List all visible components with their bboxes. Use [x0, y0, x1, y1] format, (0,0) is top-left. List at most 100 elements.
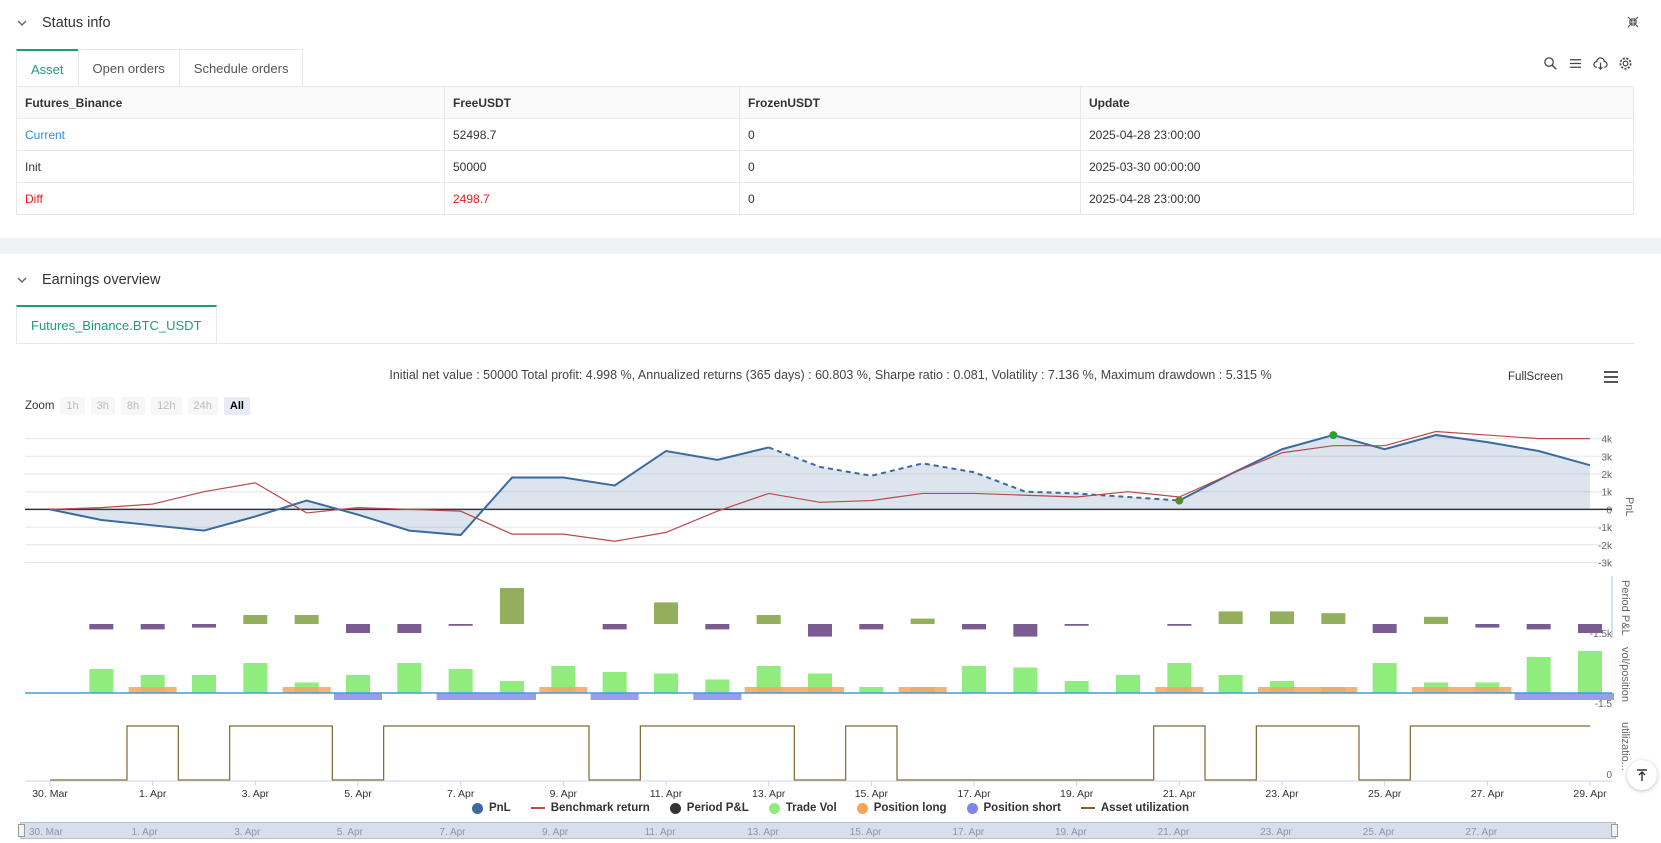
zoom-label: Zoom [25, 400, 55, 412]
legend-pnl[interactable]: PnL [471, 802, 511, 814]
chevron-down-icon[interactable] [16, 274, 28, 286]
navigator-handle-left[interactable] [18, 824, 25, 837]
search-icon[interactable] [1543, 56, 1558, 71]
period-pnl-bar [602, 624, 627, 630]
col-exchange: Futures_Binance [16, 86, 445, 119]
zoom-all[interactable]: All [223, 397, 250, 415]
period-pnl-bar [294, 615, 319, 624]
x-tick-label: 13. Apr [752, 788, 786, 800]
legend-period-pnl[interactable]: Period P&L [669, 802, 749, 814]
trade-vol-bar [1372, 663, 1397, 693]
navigator-tick-label: 19. Apr [1055, 827, 1087, 838]
x-tick-label: 27. Apr [1471, 788, 1505, 800]
period-axis-label: Period P&L [1619, 580, 1631, 636]
period-pnl-bar [140, 624, 165, 630]
tab-schedule-orders[interactable]: Schedule orders [178, 49, 304, 87]
collapse-icon[interactable] [1627, 16, 1639, 28]
range-navigator[interactable]: 30. Mar 1. Apr 3. Apr 5. Apr 7. Apr 9. Apr 11.… [18, 822, 1618, 839]
zoom-8h[interactable]: 8h [120, 397, 146, 415]
tab-asset[interactable]: Asset [16, 49, 79, 87]
x-tick-label: 11. Apr [650, 788, 683, 800]
x-tick-label: 19. Apr [1060, 788, 1094, 800]
period-pnl-bar [1578, 624, 1602, 633]
status-panel: Status info Asset Open orders Schedule o… [0, 0, 1661, 238]
trade-vol-bar [1526, 657, 1551, 693]
navigator-tick-label: 3. Apr [234, 827, 261, 838]
status-header[interactable]: Status info [16, 15, 111, 31]
cloud-download-icon[interactable] [1593, 56, 1608, 71]
x-tick-label: 5. Apr [344, 788, 372, 800]
max-point-marker [1329, 431, 1338, 440]
earnings-chart[interactable]: 4k 3k 2k 1k 0 -1k -2k -3k PnL -1.5k Period P&L -1.5… [0, 420, 1661, 800]
trade-vol-bar [1218, 675, 1243, 693]
navigator-tick-label: 11. Apr [645, 827, 677, 838]
x-tick-label: 17. Apr [957, 788, 991, 800]
pnl-tick-label: -3k [1598, 558, 1613, 569]
legend-position-long[interactable]: Position long [856, 802, 947, 814]
table-header-row: Futures_Binance FreeUSDT FrozenUSDT Upda… [16, 86, 1634, 119]
period-pnl-bar [500, 588, 524, 624]
table-row: Current 52498.7 0 2025-04-28 23:00:00 [16, 118, 1634, 151]
zoom-1h[interactable]: 1h [60, 397, 85, 415]
trade-vol-bar [654, 673, 678, 693]
period-pnl-bar [1167, 624, 1192, 626]
table-tools [1543, 56, 1633, 71]
navigator-tick-label: 5. Apr [337, 827, 364, 838]
tab-open-orders[interactable]: Open orders [77, 49, 180, 87]
tab-btc-usdt[interactable]: Futures_Binance.BTC_USDT [16, 305, 217, 343]
fullscreen-button[interactable]: FullScreen [1508, 371, 1563, 383]
cell: 2498.7 [444, 182, 740, 215]
cell: 52498.7 [444, 118, 740, 151]
table-row: Init 50000 0 2025-03-30 00:00:00 [16, 150, 1634, 183]
period-pnl-bar [1321, 613, 1346, 624]
vol-tick-label: -1.5 [1595, 699, 1613, 710]
list-icon[interactable] [1568, 56, 1583, 71]
period-pnl-bar [346, 624, 370, 633]
legend-position-short[interactable]: Position short [966, 802, 1061, 814]
zoom-24h[interactable]: 24h [187, 397, 218, 415]
chevron-down-icon[interactable] [16, 17, 28, 29]
pnl-line [1178, 434, 1591, 502]
performance-summary: Initial net value : 50000 Total profit: … [389, 368, 1272, 382]
menu-icon[interactable] [1603, 370, 1619, 384]
cell: 0 [739, 150, 1081, 183]
period-pnl-bar [243, 615, 268, 624]
x-tick-label: 25. Apr [1368, 788, 1402, 800]
legend-asset-utilization[interactable]: Asset utilization [1080, 802, 1189, 814]
gear-icon[interactable] [1618, 56, 1633, 71]
pnl-tick-label: -1k [1598, 523, 1613, 534]
cell: 0 [739, 118, 1081, 151]
arrow-up-icon [1637, 769, 1647, 781]
navigator-tick-label: 21. Apr [1158, 827, 1190, 838]
position-long-bar [1155, 687, 1204, 693]
trade-vol-bar [1578, 651, 1602, 693]
col-update: Update [1080, 86, 1634, 119]
zoom-12h[interactable]: 12h [151, 397, 182, 415]
period-pnl-bar [1270, 611, 1294, 624]
chart-legend: PnL Benchmark return Period P&L Trade Vo… [0, 802, 1661, 814]
earnings-header[interactable]: Earnings overview [16, 272, 160, 288]
trade-vol-bar [1013, 667, 1038, 693]
navigator-tick-label: 13. Apr [747, 827, 779, 838]
x-tick-label: 7. Apr [447, 788, 475, 800]
zoom-3h[interactable]: 3h [90, 397, 115, 415]
col-frozen: FrozenUSDT [739, 86, 1081, 119]
trade-vol-bar [89, 669, 114, 693]
x-tick-label: 9. Apr [550, 788, 578, 800]
trade-vol-bar [192, 675, 216, 693]
scroll-to-top-button[interactable] [1627, 760, 1657, 790]
period-pnl-bar [859, 624, 884, 630]
period-pnl-bar [1475, 624, 1500, 628]
period-pnl-bar [1372, 624, 1397, 633]
legend-benchmark[interactable]: Benchmark return [530, 802, 650, 814]
position-long-bar [1412, 687, 1512, 693]
period-pnl-bar [756, 615, 781, 624]
trade-vol-bar [448, 669, 473, 693]
legend-trade-vol[interactable]: Trade Vol [768, 802, 837, 814]
navigator-handle-right[interactable] [1611, 824, 1618, 837]
position-short-bar [693, 693, 742, 700]
position-long-bar [744, 687, 844, 693]
row-label-current[interactable]: Current [16, 118, 445, 151]
position-short-bar [436, 693, 536, 700]
trade-vol-bar [859, 687, 884, 693]
